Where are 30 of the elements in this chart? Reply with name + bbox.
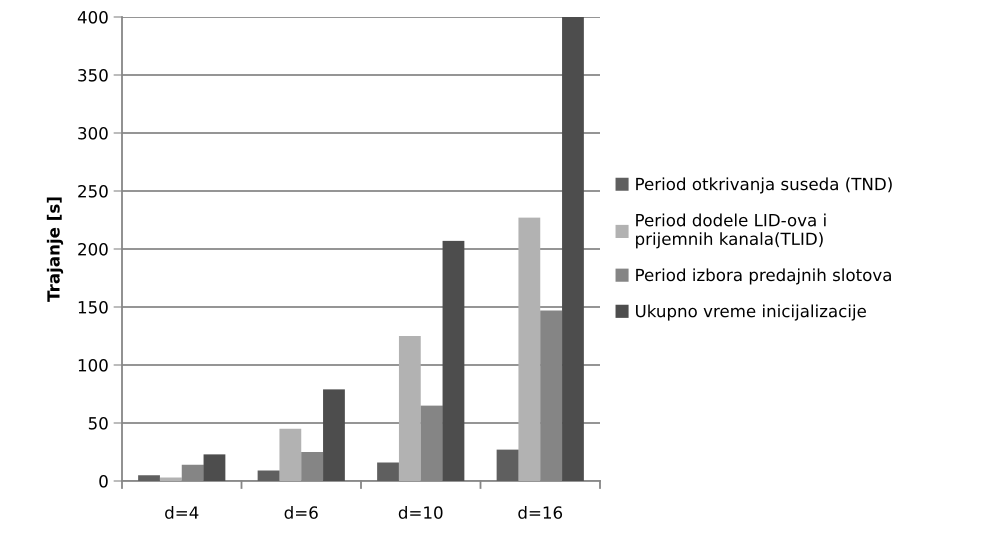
y-tick-label: 100: [78, 358, 108, 372]
bar: [398, 336, 421, 481]
bar: [562, 17, 584, 481]
bar: [279, 428, 302, 481]
x-tick-label: d=10: [398, 506, 443, 519]
bar: [323, 389, 345, 481]
y-tick-label: 300: [78, 126, 108, 140]
y-tick-label: 250: [78, 184, 108, 198]
bar: [258, 470, 280, 481]
bar: [442, 240, 464, 481]
bar: [518, 218, 540, 481]
y-axis-title: Trajanje [s]: [46, 198, 64, 302]
bar: [496, 450, 518, 481]
y-tick-label: 150: [78, 300, 108, 314]
bar: [377, 462, 399, 481]
bar: [160, 478, 182, 481]
bar: [138, 475, 160, 481]
x-tick-label: d=6: [284, 506, 318, 519]
legend-label: Ukupno vreme inicijalizacije: [636, 304, 866, 321]
x-tick-label: d=4: [165, 506, 198, 519]
y-tick-label: 350: [78, 68, 108, 82]
legend-label: Period otkrivanja suseda (TND): [636, 177, 892, 194]
legend-label: Period dodele LID-ova i prijemnih kanala(TLID): [636, 214, 826, 248]
y-tick-label: 400: [78, 10, 108, 24]
x-tick-label: d=16: [518, 506, 562, 519]
y-tick-label: 50: [88, 416, 108, 430]
bar: [204, 454, 226, 481]
legend-label: Period izbora predajnih slotova: [636, 268, 891, 284]
y-tick-label: 200: [78, 242, 108, 256]
y-tick-label: 0: [99, 474, 108, 488]
